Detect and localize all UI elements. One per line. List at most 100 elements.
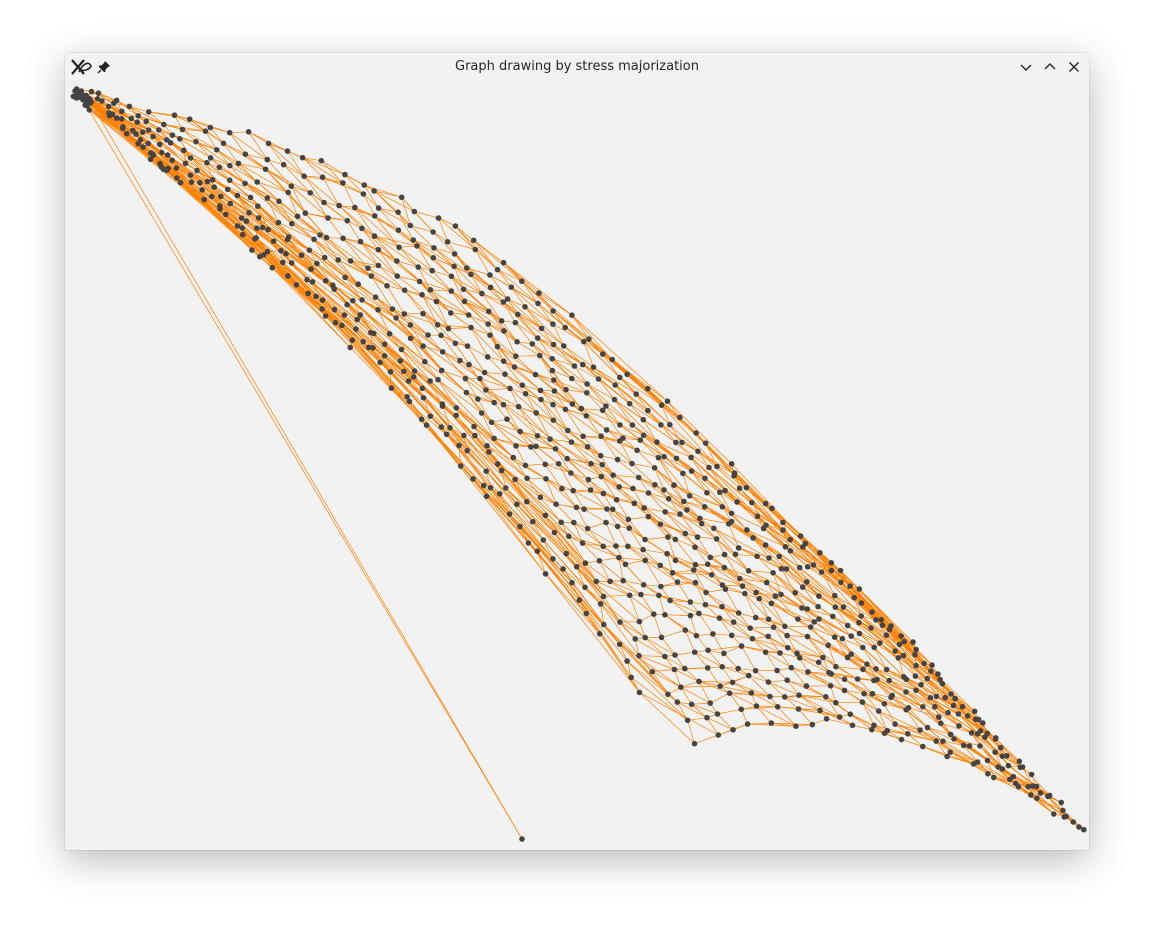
graph-node	[368, 273, 375, 279]
graph-node	[537, 387, 544, 394]
graph-edge	[582, 542, 620, 558]
graph-edge	[413, 239, 434, 259]
graph-node	[470, 476, 476, 482]
graph-node	[636, 652, 642, 659]
graph-edge	[732, 682, 752, 694]
graph-edge	[397, 212, 414, 241]
graph-node	[984, 757, 991, 764]
graph-edge	[581, 408, 603, 411]
graph-edge	[455, 415, 498, 465]
graph-node	[389, 306, 396, 312]
graph-edge	[720, 685, 752, 694]
graph-edge	[672, 572, 707, 593]
graph-canvas[interactable]	[65, 81, 1089, 850]
xfig-icon[interactable]	[69, 58, 93, 76]
graph-node	[302, 210, 309, 216]
graph-edge	[521, 280, 554, 312]
graph-edge	[481, 293, 502, 322]
minimize-icon[interactable]	[1017, 58, 1035, 76]
graph-node	[682, 627, 689, 633]
graph-node	[448, 288, 455, 294]
graph-edge	[468, 314, 491, 336]
graph-edge	[230, 203, 242, 219]
graph-node	[187, 172, 194, 178]
graph-edge	[691, 704, 708, 718]
graph-edge	[291, 185, 329, 219]
graph-node	[841, 676, 848, 683]
graph-edge	[514, 479, 570, 537]
graph-node	[795, 706, 802, 712]
graph-edge	[586, 613, 632, 678]
graph-edge	[807, 608, 833, 617]
graph-node	[977, 728, 984, 734]
graph-edge	[216, 149, 239, 164]
graph-edge	[748, 570, 767, 583]
graph-node	[487, 485, 494, 491]
graph-edge	[485, 388, 511, 391]
graph-edge	[638, 477, 669, 500]
graph-edge	[148, 111, 165, 125]
graph-node	[452, 223, 459, 229]
graph-edge	[827, 645, 837, 667]
graph-node	[840, 604, 847, 610]
graph-edge	[772, 572, 808, 610]
graph-node	[728, 518, 735, 525]
graph-node	[942, 694, 948, 701]
graph-node	[704, 714, 710, 721]
graph-edge	[716, 538, 725, 555]
graph-node	[625, 516, 632, 523]
graph-edge	[798, 694, 840, 718]
graph-edge	[567, 430, 601, 456]
graph-node	[794, 650, 800, 657]
graph-edge	[926, 678, 976, 720]
graph-node	[1034, 795, 1040, 802]
graph-edge	[374, 190, 402, 198]
graph-edge	[267, 197, 293, 224]
graph-node	[878, 617, 885, 623]
graph-node	[569, 579, 575, 586]
graph-edge	[684, 630, 696, 653]
graph-node	[783, 566, 790, 572]
graph-node	[239, 225, 245, 231]
graph-edge	[667, 536, 676, 561]
graph-edge	[806, 581, 820, 597]
graph-edge	[378, 207, 399, 231]
graph-edge	[733, 621, 751, 629]
graph-node	[599, 407, 606, 414]
graph-edge	[752, 638, 781, 654]
graph-node	[905, 705, 912, 711]
graph-edge	[858, 622, 896, 652]
graph-edge	[446, 434, 510, 515]
pin-icon[interactable]	[95, 58, 113, 76]
graph-edge	[609, 581, 642, 595]
graph-edge	[310, 192, 329, 219]
graph-edge	[894, 723, 937, 742]
graph-edge	[316, 263, 397, 319]
graph-edge	[230, 203, 274, 242]
graph-node	[642, 536, 648, 543]
graph-node	[579, 540, 586, 546]
graph-node	[339, 322, 345, 329]
graph-edge	[934, 706, 960, 727]
graph-edge	[212, 179, 251, 198]
graph-edge	[768, 681, 800, 696]
graph-node	[807, 624, 814, 630]
graph-node	[580, 433, 586, 440]
graph-edge	[549, 438, 568, 459]
maximize-icon[interactable]	[1041, 58, 1059, 76]
graph-edge	[639, 621, 646, 638]
graph-node	[288, 183, 295, 189]
graph-edge	[229, 132, 268, 160]
graph-node	[361, 182, 368, 188]
graph-node	[817, 707, 823, 714]
graph-node	[702, 440, 709, 447]
graph-node	[879, 622, 886, 629]
graph-edge	[229, 179, 268, 199]
graph-node	[693, 632, 700, 639]
graph-node	[642, 634, 648, 641]
graph-edge	[995, 737, 1021, 768]
graph-node	[735, 545, 742, 551]
title-bar[interactable]: Graph drawing by stress majorization	[65, 53, 1089, 81]
close-icon[interactable]	[1065, 58, 1083, 76]
graph-node	[332, 319, 339, 326]
